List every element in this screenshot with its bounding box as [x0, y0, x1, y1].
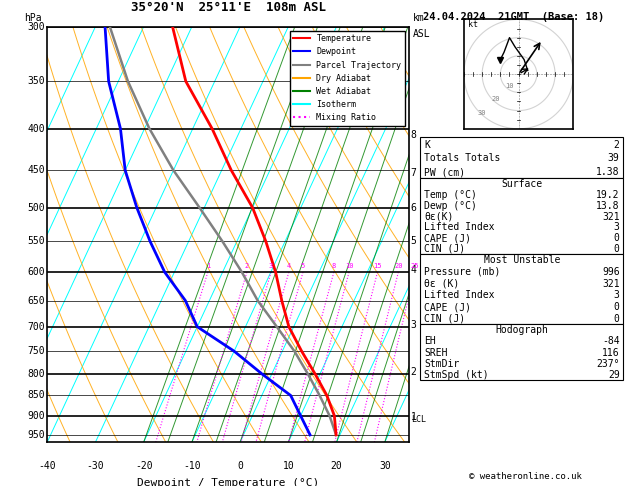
Text: 4: 4 [287, 263, 291, 269]
Text: 800: 800 [28, 369, 45, 379]
Text: hPa: hPa [24, 13, 42, 22]
Text: CAPE (J): CAPE (J) [424, 233, 471, 243]
Text: 321: 321 [602, 278, 620, 289]
Text: Totals Totals: Totals Totals [424, 154, 500, 163]
Text: 3: 3 [411, 320, 416, 330]
Text: 13.8: 13.8 [596, 201, 620, 211]
Text: -84: -84 [602, 336, 620, 347]
Text: 6: 6 [411, 203, 416, 212]
Text: 10: 10 [505, 83, 513, 89]
Text: Hodograph: Hodograph [495, 325, 548, 335]
Text: 5: 5 [411, 236, 416, 246]
Text: SREH: SREH [424, 347, 447, 358]
Text: 900: 900 [28, 411, 45, 421]
Text: 10: 10 [345, 263, 353, 269]
Text: 29: 29 [608, 370, 620, 380]
Text: 4: 4 [411, 265, 416, 275]
Text: θε (K): θε (K) [424, 278, 459, 289]
Text: CAPE (J): CAPE (J) [424, 302, 471, 312]
Text: 237°: 237° [596, 359, 620, 369]
Text: StmSpd (kt): StmSpd (kt) [424, 370, 489, 380]
Text: 35°20'N  25°11'E  108m ASL: 35°20'N 25°11'E 108m ASL [130, 1, 326, 14]
Text: LCL: LCL [411, 415, 426, 424]
Text: 19.2: 19.2 [596, 190, 620, 200]
Text: 20: 20 [331, 461, 342, 471]
Text: 30: 30 [379, 461, 391, 471]
Text: 850: 850 [28, 390, 45, 400]
Text: CIN (J): CIN (J) [424, 244, 465, 254]
Text: 2: 2 [614, 139, 620, 150]
Text: 0: 0 [614, 244, 620, 254]
Text: 996: 996 [602, 267, 620, 277]
Text: 7: 7 [411, 168, 416, 178]
Text: km: km [413, 13, 424, 22]
Text: 5: 5 [301, 263, 305, 269]
Text: 10: 10 [282, 461, 294, 471]
Text: 8: 8 [411, 130, 416, 140]
Text: 0: 0 [614, 302, 620, 312]
Text: 3: 3 [269, 263, 273, 269]
Text: 2: 2 [411, 367, 416, 377]
Text: CIN (J): CIN (J) [424, 314, 465, 324]
Text: 1: 1 [206, 263, 210, 269]
Text: ASL: ASL [413, 29, 430, 39]
Text: 0: 0 [614, 314, 620, 324]
Text: 20: 20 [491, 96, 500, 103]
Text: 8: 8 [331, 263, 336, 269]
Text: 600: 600 [28, 267, 45, 277]
Text: 3: 3 [614, 291, 620, 300]
Text: Dewp (°C): Dewp (°C) [424, 201, 477, 211]
Text: 24.04.2024  21GMT  (Base: 18): 24.04.2024 21GMT (Base: 18) [423, 12, 604, 22]
Text: EH: EH [424, 336, 436, 347]
Text: -30: -30 [87, 461, 104, 471]
Text: 500: 500 [28, 203, 45, 212]
Text: θε(K): θε(K) [424, 211, 454, 222]
Text: Lifted Index: Lifted Index [424, 291, 494, 300]
Text: -40: -40 [38, 461, 56, 471]
Text: 15: 15 [373, 263, 382, 269]
Text: Pressure (mb): Pressure (mb) [424, 267, 500, 277]
Text: 116: 116 [602, 347, 620, 358]
Text: 650: 650 [28, 295, 45, 306]
Text: 30: 30 [477, 110, 486, 116]
Text: 1.38: 1.38 [596, 167, 620, 177]
Text: -20: -20 [135, 461, 152, 471]
Text: kt: kt [467, 20, 477, 29]
Text: 25: 25 [411, 263, 419, 269]
Text: 0: 0 [614, 233, 620, 243]
Text: 20: 20 [394, 263, 403, 269]
Text: 3: 3 [614, 222, 620, 232]
Text: Lifted Index: Lifted Index [424, 222, 494, 232]
Text: Dewpoint / Temperature (°C): Dewpoint / Temperature (°C) [137, 478, 319, 486]
Legend: Temperature, Dewpoint, Parcel Trajectory, Dry Adiabat, Wet Adiabat, Isotherm, Mi: Temperature, Dewpoint, Parcel Trajectory… [290, 31, 404, 125]
Text: Temp (°C): Temp (°C) [424, 190, 477, 200]
Text: 350: 350 [28, 76, 45, 87]
Text: StmDir: StmDir [424, 359, 459, 369]
Text: -10: -10 [183, 461, 201, 471]
Text: Surface: Surface [501, 179, 542, 189]
Text: Most Unstable: Most Unstable [484, 255, 560, 265]
Text: © weatheronline.co.uk: © weatheronline.co.uk [469, 472, 582, 481]
Text: 1: 1 [411, 412, 416, 422]
Text: 2: 2 [245, 263, 249, 269]
Text: 39: 39 [608, 154, 620, 163]
Text: 300: 300 [28, 22, 45, 32]
Text: 321: 321 [602, 211, 620, 222]
Text: 400: 400 [28, 123, 45, 134]
Text: 700: 700 [28, 322, 45, 332]
Text: 750: 750 [28, 346, 45, 356]
Text: K: K [424, 139, 430, 150]
Text: 550: 550 [28, 236, 45, 246]
Text: 950: 950 [28, 430, 45, 440]
Text: PW (cm): PW (cm) [424, 167, 465, 177]
Text: 0: 0 [237, 461, 243, 471]
Text: Mixing Ratio (g/kg): Mixing Ratio (g/kg) [437, 179, 447, 290]
Text: 450: 450 [28, 165, 45, 175]
